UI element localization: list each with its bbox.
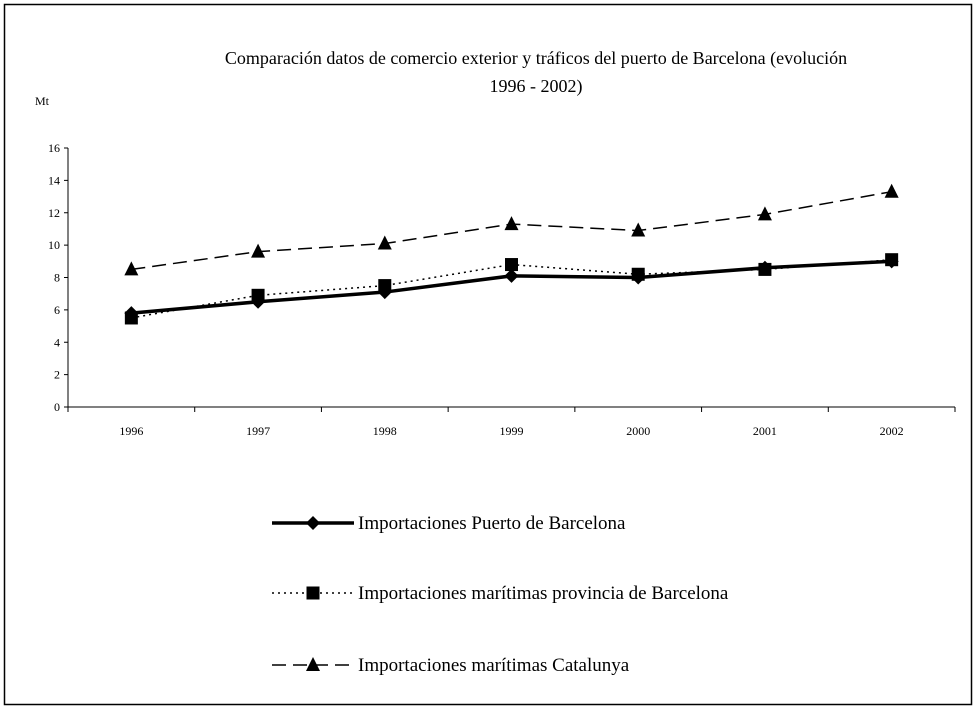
y-tick-label: 0 bbox=[54, 400, 60, 414]
y-tick-label: 10 bbox=[48, 238, 60, 252]
chart-border bbox=[3, 3, 973, 706]
series-layer bbox=[124, 183, 899, 325]
series-3-point bbox=[757, 206, 772, 221]
series-3-point bbox=[631, 222, 646, 237]
y-axis-label: Mt bbox=[35, 94, 50, 108]
y-tick-label: 6 bbox=[54, 303, 60, 317]
x-tick-label: 1999 bbox=[500, 424, 524, 438]
series-1-point bbox=[631, 270, 646, 285]
chart-title-line-1: Comparación datos de comercio exterior y… bbox=[225, 48, 847, 69]
legend: Importaciones Puerto de Barcelona Importa… bbox=[272, 513, 729, 676]
y-tick-label: 12 bbox=[48, 206, 60, 220]
series-1-point bbox=[377, 285, 392, 300]
y-tick-label: 8 bbox=[54, 271, 60, 285]
y-tick-label: 14 bbox=[48, 173, 60, 187]
x-tick-label: 2001 bbox=[753, 424, 777, 438]
series-3-point bbox=[251, 243, 266, 258]
x-tick-label: 1997 bbox=[246, 424, 270, 438]
chart-title-line-2: 1996 - 2002) bbox=[490, 76, 583, 97]
series-3-point bbox=[884, 183, 899, 198]
legend-marker-2 bbox=[306, 586, 320, 600]
axes: 0 2 4 6 8 10 12 14 16 1996 1997 1998 1999 2000 2001 200… bbox=[48, 141, 956, 438]
series-2-point bbox=[505, 258, 518, 272]
legend-marker-1 bbox=[306, 516, 320, 530]
series-1-point bbox=[124, 306, 139, 321]
legend-marker-3 bbox=[306, 657, 320, 671]
x-tick-label: 1998 bbox=[373, 424, 397, 438]
y-tick-label: 2 bbox=[54, 368, 60, 382]
series-1-point bbox=[757, 260, 772, 275]
legend-label-3: Importaciones marítimas Catalunya bbox=[358, 655, 630, 676]
y-tick-label: 4 bbox=[54, 335, 60, 349]
y-tick-label: 16 bbox=[48, 141, 60, 155]
series-3-point bbox=[124, 261, 139, 276]
series-3-point bbox=[504, 216, 519, 231]
x-tick-label: 2002 bbox=[880, 424, 904, 438]
series-3-point bbox=[377, 235, 392, 250]
x-tick-label: 1996 bbox=[119, 424, 143, 438]
series-1-point bbox=[504, 268, 519, 283]
x-tick-label: 2000 bbox=[626, 424, 650, 438]
series-1-point bbox=[884, 254, 899, 269]
legend-label-2: Importaciones marítimas provincia de Bar… bbox=[358, 583, 729, 604]
series-1-point bbox=[251, 294, 266, 309]
legend-label-1: Importaciones Puerto de Barcelona bbox=[358, 513, 626, 534]
